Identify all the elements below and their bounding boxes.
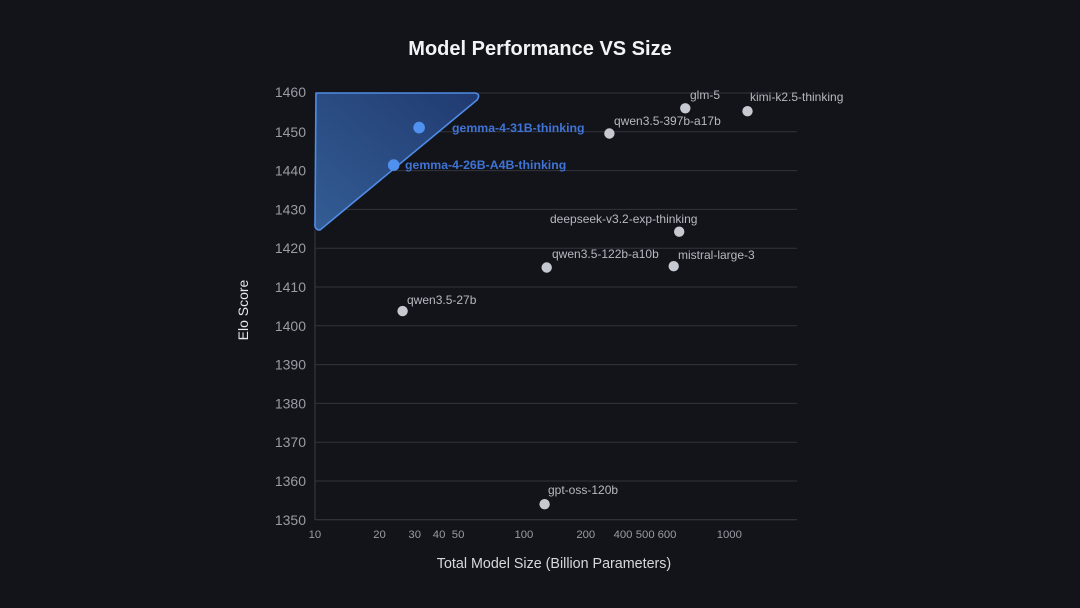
svg-text:500: 500 — [636, 529, 655, 541]
svg-text:1380: 1380 — [275, 395, 306, 411]
svg-text:Elo Score: Elo Score — [235, 279, 251, 340]
svg-text:deepseek-v3.2-exp-thinking: deepseek-v3.2-exp-thinking — [550, 212, 697, 226]
svg-text:gpt-oss-120b: gpt-oss-120b — [548, 483, 618, 497]
svg-text:glm-5: glm-5 — [690, 88, 720, 102]
svg-text:mistral-large-3: mistral-large-3 — [678, 248, 755, 262]
svg-text:gemma-4-31B-thinking: gemma-4-31B-thinking — [452, 121, 585, 135]
svg-text:qwen3.5-27b: qwen3.5-27b — [407, 293, 477, 307]
svg-text:20: 20 — [373, 529, 386, 541]
svg-text:1000: 1000 — [717, 529, 742, 541]
svg-text:30: 30 — [408, 529, 421, 541]
svg-text:qwen3.5-397b-a17b: qwen3.5-397b-a17b — [614, 114, 721, 128]
svg-text:1360: 1360 — [275, 473, 306, 489]
svg-text:1430: 1430 — [275, 201, 306, 217]
svg-text:400: 400 — [614, 529, 633, 541]
svg-text:Total Model Size (Billion Para: Total Model Size (Billion Parameters) — [437, 556, 671, 572]
svg-text:200: 200 — [576, 529, 595, 541]
svg-text:600: 600 — [658, 529, 677, 541]
svg-text:40: 40 — [433, 529, 446, 541]
svg-text:10: 10 — [309, 529, 322, 541]
svg-text:1450: 1450 — [275, 124, 306, 140]
svg-text:1440: 1440 — [275, 163, 306, 179]
svg-text:kimi-k2.5-thinking: kimi-k2.5-thinking — [750, 90, 843, 104]
svg-text:1390: 1390 — [275, 357, 306, 373]
svg-text:gemma-4-26B-A4B-thinking: gemma-4-26B-A4B-thinking — [405, 158, 566, 172]
svg-text:1460: 1460 — [275, 84, 306, 100]
svg-text:50: 50 — [452, 529, 465, 541]
svg-text:1400: 1400 — [275, 318, 306, 334]
svg-text:1350: 1350 — [275, 512, 306, 528]
svg-text:100: 100 — [514, 529, 533, 541]
svg-text:qwen3.5-122b-a10b: qwen3.5-122b-a10b — [552, 247, 659, 261]
svg-text:1410: 1410 — [275, 279, 306, 295]
svg-text:1420: 1420 — [275, 240, 306, 256]
svg-text:1370: 1370 — [275, 434, 306, 450]
svg-text:Model Performance VS Size: Model Performance VS Size — [408, 38, 671, 60]
